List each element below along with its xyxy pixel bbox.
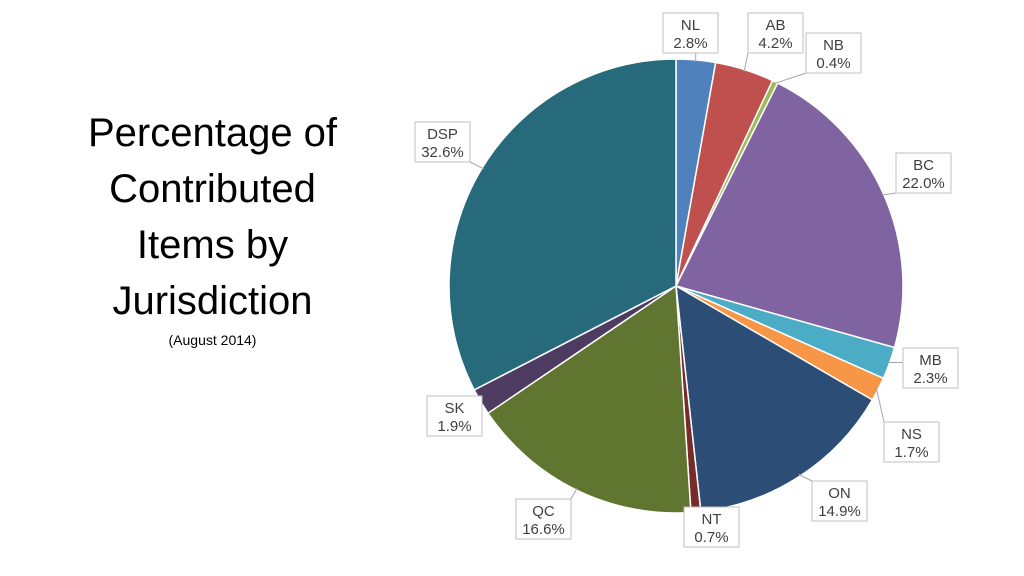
data-label-mb: MB2.3% bbox=[902, 347, 959, 389]
leader-line-ns bbox=[875, 388, 885, 423]
data-label-category: AB bbox=[765, 17, 785, 34]
data-label-box bbox=[683, 506, 740, 548]
data-label-category: QC bbox=[532, 503, 555, 520]
data-label-value: 0.7% bbox=[694, 529, 728, 546]
data-label-box bbox=[883, 421, 940, 463]
data-label-value: 14.9% bbox=[818, 503, 861, 520]
data-label-value: 2.3% bbox=[913, 370, 947, 387]
data-label-nl: NL2.8% bbox=[662, 12, 719, 54]
data-label-box bbox=[515, 498, 572, 540]
leader-line-qc bbox=[570, 487, 578, 500]
data-label-value: 2.8% bbox=[673, 35, 707, 52]
data-label-box bbox=[902, 347, 959, 389]
leader-line-nb bbox=[774, 72, 807, 85]
leader-line-on bbox=[798, 474, 813, 482]
data-label-nb: NB0.4% bbox=[805, 32, 862, 74]
data-label-box bbox=[895, 152, 952, 194]
data-label-category: ON bbox=[828, 485, 851, 502]
data-label-value: 4.2% bbox=[758, 35, 792, 52]
data-label-category: MB bbox=[919, 352, 942, 369]
chart-title: Percentage of Contributed Items by Juris… bbox=[87, 111, 338, 323]
chart-subtitle: (August 2014) bbox=[168, 332, 257, 348]
pie-slices bbox=[448, 58, 904, 514]
data-label-box bbox=[747, 12, 804, 54]
data-labels: NL2.8%AB4.2% NB0.4%BC22.0%MB2.3%NS1.7%ON1… bbox=[414, 12, 959, 548]
data-label-box bbox=[811, 480, 868, 522]
data-label-value: 0.4% bbox=[816, 55, 850, 72]
data-label-ns: NS1.7% bbox=[883, 421, 940, 463]
data-label-category: NB bbox=[823, 37, 844, 54]
data-label-category: BC bbox=[913, 157, 934, 174]
data-label-category: DSP bbox=[427, 126, 458, 143]
data-label-box bbox=[414, 121, 471, 163]
data-label-ab: AB4.2% bbox=[747, 12, 804, 54]
title-block: Percentage of Contributed Items by Juris… bbox=[40, 105, 385, 349]
data-label-value: 1.7% bbox=[894, 444, 928, 461]
data-label-sk: SK1.9% bbox=[426, 395, 483, 437]
data-label-category: SK bbox=[444, 400, 464, 417]
data-label-category: NT bbox=[702, 511, 722, 528]
leader-line-ab bbox=[743, 52, 749, 72]
data-label-box bbox=[662, 12, 719, 54]
data-label-box bbox=[805, 32, 862, 74]
data-label-value: 16.6% bbox=[522, 521, 565, 538]
data-label-value: 1.9% bbox=[437, 418, 471, 435]
data-label-box bbox=[426, 395, 483, 437]
data-label-category: NL bbox=[681, 17, 700, 34]
leader-line-bc bbox=[881, 192, 897, 196]
leader-lines bbox=[469, 52, 903, 500]
data-label-category: NS bbox=[901, 426, 922, 443]
leader-line-dsp bbox=[469, 161, 485, 170]
data-label-value: 32.6% bbox=[421, 144, 464, 161]
data-label-nt: NT0.7% bbox=[683, 506, 740, 548]
data-label-value: 22.0% bbox=[902, 175, 945, 192]
